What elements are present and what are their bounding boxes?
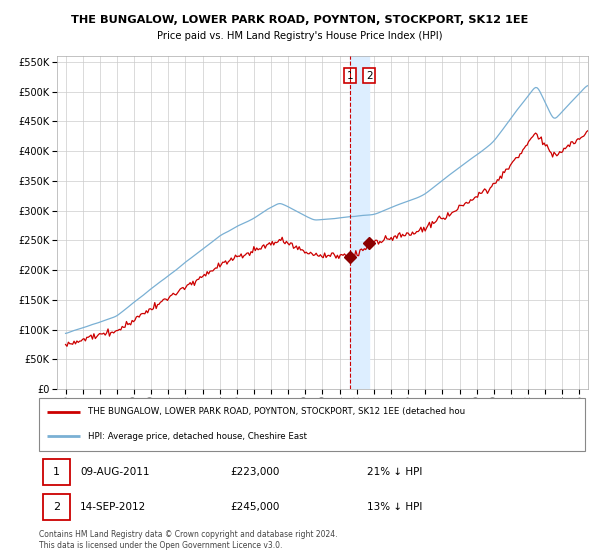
Text: £223,000: £223,000 [230,467,280,477]
Text: 14-SEP-2012: 14-SEP-2012 [80,502,146,512]
Text: THE BUNGALOW, LOWER PARK ROAD, POYNTON, STOCKPORT, SK12 1EE (detached hou: THE BUNGALOW, LOWER PARK ROAD, POYNTON, … [88,408,465,417]
Text: 09-AUG-2011: 09-AUG-2011 [80,467,149,477]
Text: 1: 1 [53,467,60,477]
Text: THE BUNGALOW, LOWER PARK ROAD, POYNTON, STOCKPORT, SK12 1EE: THE BUNGALOW, LOWER PARK ROAD, POYNTON, … [71,15,529,25]
FancyBboxPatch shape [39,398,585,451]
FancyBboxPatch shape [43,459,70,485]
Text: 2: 2 [53,502,60,512]
Text: £245,000: £245,000 [230,502,280,512]
Text: HPI: Average price, detached house, Cheshire East: HPI: Average price, detached house, Ches… [88,432,307,441]
Bar [350,56,369,389]
Text: Price paid vs. HM Land Registry's House Price Index (HPI): Price paid vs. HM Land Registry's House … [157,31,443,41]
Text: Contains HM Land Registry data © Crown copyright and database right 2024.
This d: Contains HM Land Registry data © Crown c… [39,530,337,550]
Text: 1: 1 [347,71,353,81]
Text: 13% ↓ HPI: 13% ↓ HPI [367,502,422,512]
Text: 21% ↓ HPI: 21% ↓ HPI [367,467,422,477]
FancyBboxPatch shape [43,493,70,520]
Text: 2: 2 [366,71,373,81]
